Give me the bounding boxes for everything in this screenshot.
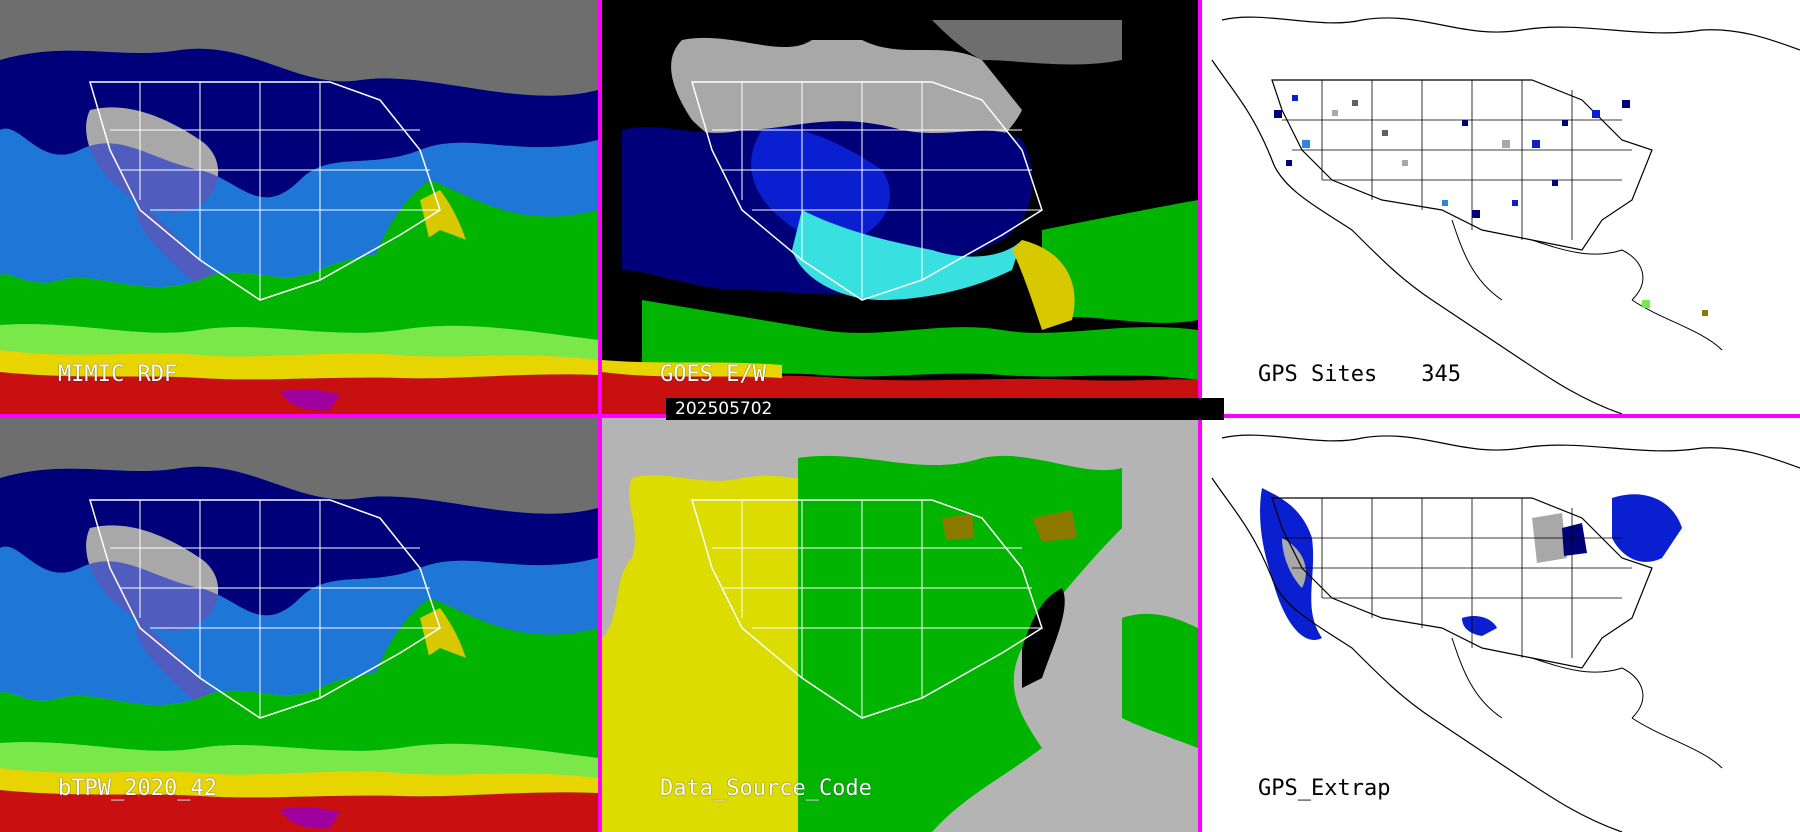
gps-sites-map [1202, 0, 1800, 414]
data-source-map [602, 418, 1198, 832]
panel-label-btpw: bTPW_2020_42 [58, 776, 217, 801]
tpw-map-mimic [0, 0, 598, 414]
panel-label-gps-sites: GPS Sites 345 [1258, 362, 1461, 387]
panel-label-data-source: Data_Source_Code [660, 776, 872, 801]
gps-extrap-map [1202, 418, 1800, 832]
panel-gps-extrap: GPS_Extrap [1202, 418, 1800, 832]
panel-label-gps-extrap: GPS_Extrap [1258, 776, 1391, 801]
gps-sites-count: 345 [1421, 362, 1461, 387]
panel-btpw: bTPW_2020_42 [0, 418, 598, 832]
panel-mimic-rdf: MIMIC RDF [0, 0, 598, 414]
panel-data-source: Data_Source_Code [602, 418, 1198, 832]
gps-site-markers [1274, 95, 1708, 316]
panel-goes: GOES E/W [602, 0, 1198, 414]
panel-label-mimic: MIMIC RDF [58, 362, 178, 387]
tpw-map-goes [602, 0, 1198, 414]
date-bar: 202505702 [666, 398, 1224, 420]
panel-gps-sites: GPS Sites 345 [1202, 0, 1800, 414]
date-label: 202505702 [675, 399, 773, 419]
gps-sites-title: GPS Sites [1258, 362, 1378, 387]
panel-label-goes: GOES E/W [660, 362, 766, 387]
tpw-map-btpw [0, 418, 598, 832]
